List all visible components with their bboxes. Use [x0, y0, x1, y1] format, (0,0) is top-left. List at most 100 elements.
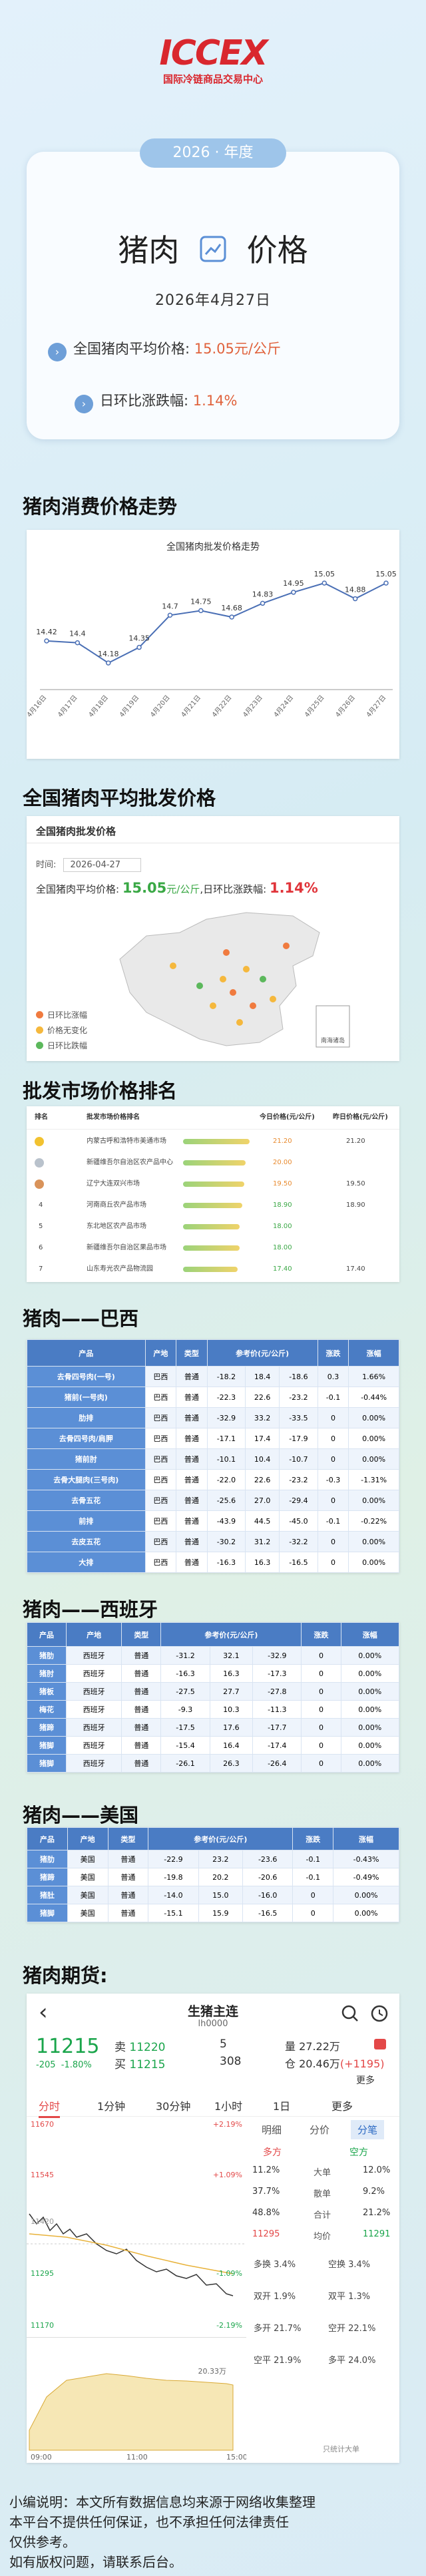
cell: -23.2	[279, 1469, 318, 1490]
avg-label: 全国猪肉平均价格:	[36, 883, 120, 895]
cell: 16.4	[209, 1736, 254, 1755]
section-heading: 批发市场价格排名	[23, 1080, 178, 1102]
cell: 猪肚	[27, 1886, 68, 1904]
cell: 猪蹄	[26, 1718, 67, 1737]
cell: -16.0	[242, 1886, 294, 1904]
oi-row: 仓 20.46万(+1195)	[285, 2055, 385, 2071]
column-header: 涨幅	[340, 1622, 400, 1647]
contract-name: 生猪主连	[187, 2004, 238, 2019]
side-tab[interactable]: 分笔	[351, 2120, 385, 2139]
table: 产品 产地 类型 参考价(元/公斤) 涨跌 涨幅 猪肋 西班牙 普通 -31.2 32.1 -32.9…	[26, 1622, 400, 1773]
column-header: 产地	[66, 1622, 122, 1647]
cell: 去骨大腿肉(三号肉)	[27, 1469, 146, 1490]
data-label: 14.18	[98, 650, 119, 658]
period-tab[interactable]: 30分钟	[156, 2100, 191, 2113]
side-tab[interactable]: 明细	[262, 2124, 282, 2136]
cell: 普通	[121, 1682, 162, 1701]
cell: -0.49%	[333, 1868, 399, 1886]
cell: -0.22%	[348, 1510, 399, 1532]
point	[198, 608, 204, 614]
cell: 0.00%	[340, 1754, 400, 1773]
cell: 0	[301, 1718, 341, 1737]
cell: 26.3	[209, 1754, 254, 1773]
table-row: 去骨大腿肉(三号肉) 巴西 普通 -22.0 22.6 -23.2 -0.3 -1.31%	[27, 1469, 399, 1490]
cell: 0.00%	[340, 1718, 400, 1737]
cell: 前排	[27, 1510, 146, 1532]
price-table: 产品 产地 类型 参考价(元/公斤) 涨跌 涨幅 去骨四号肉(一号) 巴西 普通 -18.2 18.…	[27, 1339, 399, 1573]
period-tab[interactable]: 分时	[39, 2097, 61, 2118]
cell: 0.00%	[340, 1646, 400, 1665]
cell: -32.2	[279, 1531, 318, 1552]
x-tick-label: 4月19日	[118, 694, 140, 719]
cell: 普通	[176, 1428, 208, 1449]
cell: 巴西	[144, 1387, 177, 1408]
date-input[interactable]: 2026-04-27	[63, 858, 142, 872]
table-row: 猪蹄 美国 普通 -19.8 20.2 -20.6 -0.1 -0.49%	[27, 1868, 399, 1886]
rank: 7	[39, 1265, 43, 1273]
buy-qty: 308	[220, 2055, 242, 2068]
price-table: 产品 产地 类型 参考价(元/公斤) 涨跌 涨幅 猪肋 西班牙 普通 -31.2 32.1 -32.9…	[26, 1622, 400, 1773]
period-tab[interactable]: 更多	[331, 2100, 353, 2113]
cell: -15.4	[160, 1736, 210, 1755]
flow-stat: 多换 3.4%	[254, 2260, 296, 2270]
table-row: 猪肚 美国 普通 -14.0 15.0 -16.0 0 0.00%	[27, 1886, 399, 1904]
china-map: 南海诸岛	[119, 912, 350, 1048]
buy-row: 买 11215	[114, 2055, 166, 2071]
cell: 20.2	[198, 1868, 244, 1886]
cell: 0.00%	[348, 1448, 399, 1470]
table-row: 猪肋 西班牙 普通 -31.2 32.1 -32.9 0 0.00%	[26, 1646, 400, 1665]
cell: -0.3	[317, 1469, 349, 1490]
header-row: 产品 产地 类型 参考价(元/公斤) 涨跌 涨幅	[26, 1622, 400, 1647]
price-table: 产品 产地 类型 参考价(元/公斤) 涨跌 涨幅 猪肋 美国 普通 -22.9 23.2 -23.6-…	[27, 1827, 399, 1922]
futures-screenshot: ‹ 生猪主连 lh0000 11215 -205 -1.80% 卖 11220 …	[27, 1994, 399, 2463]
legend-item: 日环比涨幅	[36, 1009, 87, 1020]
toolbar-icons[interactable]	[339, 2003, 393, 2024]
logo-subtitle: 国际冷链商品交易中心	[162, 73, 263, 85]
market: 山东寿光农产品物流园	[87, 1265, 153, 1273]
more-link[interactable]: 更多	[356, 2075, 375, 2086]
cell: -17.7	[252, 1718, 302, 1737]
time-label: 09:00	[31, 2453, 52, 2462]
x-tick-label: 4月25日	[303, 694, 325, 719]
x-tick-label: 4月16日	[27, 694, 48, 719]
cell: 西班牙	[66, 1646, 122, 1665]
period-tab[interactable]: 1分钟	[97, 2100, 126, 2113]
data-label: 14.68	[221, 604, 242, 612]
point	[75, 640, 81, 646]
cell: 0.00%	[348, 1552, 399, 1573]
column-header: 产品	[26, 1622, 67, 1647]
table-row: 猪前肘 巴西 普通 -10.1 10.4 -10.7 0 0.00%	[27, 1448, 399, 1470]
medal	[35, 1137, 44, 1146]
ranking-row: 4 河南商丘农产品市场 18.90 18.90	[27, 1195, 399, 1215]
price-change: -205 -1.80%	[36, 2060, 92, 2070]
table-row: 大排 巴西 普通 -16.3 16.3 -16.5 0 0.00%	[27, 1552, 399, 1573]
legend-item: 价格无变化	[36, 1024, 87, 1036]
cell: 猪脚	[27, 1904, 68, 1922]
data-label: 14.42	[36, 628, 57, 636]
cell: -27.8	[252, 1682, 302, 1701]
column-header: 类型	[107, 1827, 149, 1850]
avg-label: 全国猪肉平均价格:	[73, 341, 190, 357]
back-button[interactable]: ‹	[39, 1999, 48, 2026]
cell: 梅花	[26, 1700, 67, 1719]
column-header: 涨跌	[301, 1622, 341, 1647]
cell: 普通	[121, 1718, 162, 1737]
period-tab[interactable]: 1小时	[214, 2100, 243, 2113]
time-label: 11:00	[126, 2453, 148, 2462]
volume-row: 量 27.22万	[285, 2038, 340, 2053]
cell: 猪肋	[27, 1850, 68, 1868]
cell: -0.1	[292, 1850, 334, 1868]
cell: 0	[301, 1736, 341, 1755]
year-badge: 2026 · 年度	[140, 138, 286, 168]
cell: 31.2	[245, 1531, 280, 1552]
cell: 肋排	[27, 1407, 146, 1428]
cell: -0.44%	[348, 1387, 399, 1408]
legend-label: 日环比涨幅	[47, 1010, 88, 1020]
period-tab[interactable]: 1日	[273, 2100, 291, 2113]
today-price: 17.40	[273, 1265, 292, 1273]
ranking-row: 新疆维吾尔自治区农产品中心 20.00	[27, 1153, 399, 1173]
cell: 普通	[176, 1387, 208, 1408]
cell: 22.6	[245, 1387, 280, 1408]
cell: 0.00%	[348, 1531, 399, 1552]
side-tab[interactable]: 分价	[310, 2124, 330, 2136]
